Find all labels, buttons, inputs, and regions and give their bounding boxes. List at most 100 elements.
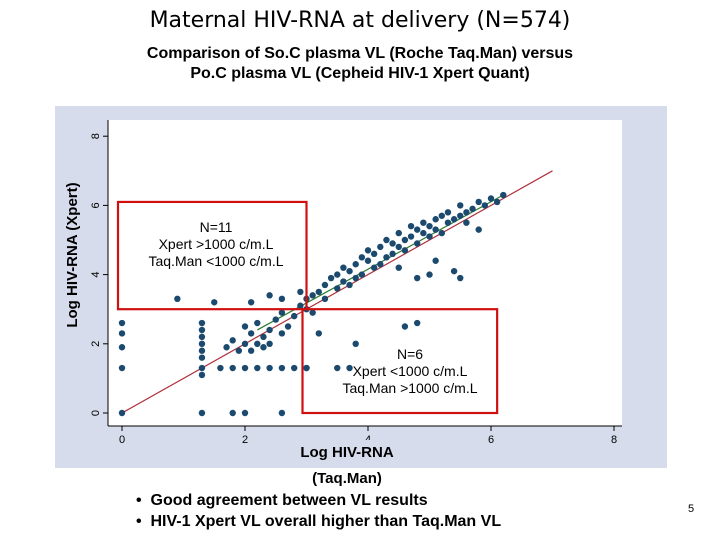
data-point [432, 257, 439, 264]
subtitle-line-2: Po.C plasma VL (Cepheid HIV-1 Xpert Quan… [190, 65, 530, 82]
data-point [297, 302, 304, 309]
data-point [229, 337, 236, 344]
data-point [291, 312, 298, 320]
data-point [309, 309, 316, 316]
lower-box-xpert: Xpert <1000 c/m.L [352, 363, 468, 379]
page-number: 5 [688, 503, 695, 515]
data-point [457, 202, 464, 209]
data-point [247, 299, 255, 306]
data-point [414, 240, 421, 247]
data-point [457, 212, 464, 219]
data-point [211, 299, 218, 306]
data-point [444, 219, 452, 226]
data-point [444, 209, 452, 216]
data-point [432, 216, 439, 223]
data-point [377, 261, 384, 268]
data-point [450, 216, 458, 223]
data-point [438, 212, 445, 219]
data-point [241, 340, 249, 347]
y-tick-label: 6 [90, 202, 102, 208]
data-point [432, 226, 439, 233]
data-point [358, 254, 366, 261]
subtitle-line-1: Comparison of So.C plasma VL (Roche Taq.… [146, 45, 574, 62]
data-point [198, 371, 206, 379]
lower-box-taqman: Taq.Man >1000 c/m.L [342, 380, 478, 396]
data-point [420, 229, 427, 237]
data-point [315, 330, 322, 337]
data-point [414, 274, 421, 282]
data-point [352, 274, 359, 282]
data-point [420, 219, 427, 226]
data-point [235, 347, 243, 354]
data-point [383, 254, 390, 261]
y-tick-label: 0 [90, 410, 102, 416]
y-tick-label: 4 [90, 272, 102, 278]
data-point [291, 364, 298, 372]
data-point [450, 267, 458, 275]
data-point [266, 292, 273, 299]
x-axis-label: Log HIV-RNA (Taq.Man) [268, 440, 426, 487]
data-point [401, 247, 409, 254]
data-point [377, 243, 384, 251]
data-point [241, 409, 249, 417]
y-tick-label: 8 [90, 133, 102, 139]
lower-threshold-box [301, 308, 499, 415]
data-point [118, 409, 126, 417]
data-point [278, 295, 286, 303]
data-point [241, 364, 249, 372]
bullet-item: • HIV-1 Xpert VL overall higher than Taq… [136, 511, 501, 532]
data-point [174, 295, 181, 303]
data-point [457, 274, 464, 282]
data-point [278, 330, 286, 337]
data-point [414, 319, 421, 327]
data-point [266, 364, 273, 372]
x-tick-label: 8 [611, 434, 617, 446]
lower-box-count: N=6 [396, 346, 424, 362]
data-point [229, 409, 236, 417]
data-point [278, 364, 286, 372]
data-point [272, 316, 279, 323]
bullet-symbol: • [136, 513, 142, 530]
x-tick-label: 6 [488, 434, 494, 446]
data-point [352, 261, 359, 268]
data-point [487, 195, 495, 202]
data-point [475, 226, 482, 233]
data-point [395, 229, 402, 237]
upper-box-taqman: Taq.Man <1000 c/m.L [148, 253, 284, 269]
data-point [284, 323, 292, 330]
x-tick-label: 0 [119, 434, 125, 446]
data-point [327, 274, 335, 282]
data-point [475, 198, 482, 206]
data-point [260, 344, 267, 351]
data-point [334, 271, 341, 278]
data-point [118, 344, 126, 351]
data-point [340, 264, 347, 271]
data-point [481, 202, 489, 209]
data-point [401, 323, 409, 330]
data-point [266, 340, 273, 347]
bullet-symbol: • [136, 492, 142, 509]
data-point [346, 364, 353, 372]
upper-threshold-box [116, 200, 308, 311]
data-point [352, 340, 359, 347]
data-point [334, 285, 341, 292]
y-tick-label: 2 [90, 341, 102, 347]
upper-box-count: N=11 [199, 219, 233, 235]
data-point [278, 409, 286, 417]
data-point [217, 364, 224, 372]
data-point [254, 364, 261, 372]
data-point [198, 409, 206, 417]
data-point [334, 364, 341, 372]
data-point [198, 354, 206, 361]
data-point [401, 236, 409, 244]
data-point [297, 288, 304, 296]
data-point [321, 281, 329, 289]
data-point [469, 205, 476, 213]
bullet-list: • Good agreement between VL results • HI… [136, 490, 501, 532]
data-point [198, 326, 206, 334]
data-point [247, 347, 255, 354]
data-point [426, 222, 433, 230]
data-point [493, 198, 501, 206]
data-point [364, 257, 372, 264]
